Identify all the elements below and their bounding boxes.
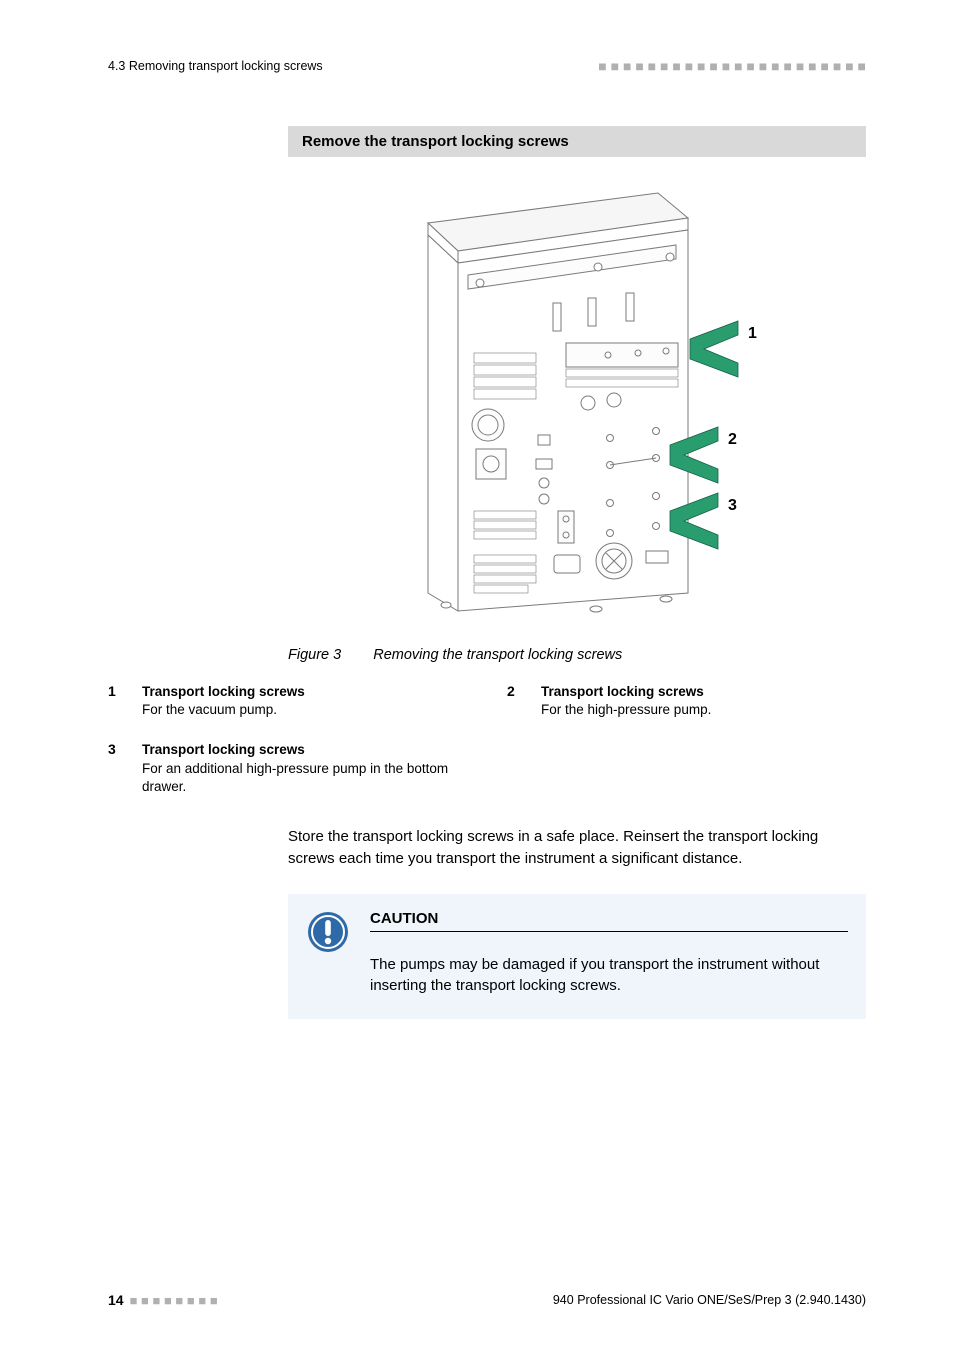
legend-title: Transport locking screws — [142, 683, 305, 701]
legend-item-3: 3 Transport locking screws For an additi… — [108, 741, 467, 796]
body-paragraph: Store the transport locking screws in a … — [288, 826, 866, 870]
figure-wrap: 1 2 3 — [288, 163, 848, 633]
caution-text: The pumps may be damaged if you transpor… — [370, 954, 848, 998]
legend-num: 1 — [108, 683, 124, 719]
arrow-1 — [690, 321, 738, 377]
legend-desc: For the vacuum pump. — [142, 701, 305, 719]
footer: 14 ■ ■ ■ ■ ■ ■ ■ ■ 940 Professional IC V… — [108, 1292, 866, 1308]
arrow-label-2: 2 — [728, 431, 737, 449]
header-row: 4.3 Removing transport locking screws ■ … — [108, 58, 866, 74]
legend-title: Transport locking screws — [541, 683, 711, 701]
figure-number: Figure 3 — [288, 647, 341, 663]
page: 4.3 Removing transport locking screws ■ … — [0, 0, 954, 1350]
caution-content: CAUTION The pumps may be damaged if you … — [370, 910, 848, 998]
legend-item-2: 2 Transport locking screws For the high-… — [507, 683, 866, 719]
legend-desc: For an additional high-pressure pump in … — [142, 760, 467, 796]
legend-body: Transport locking screws For the high-pr… — [541, 683, 711, 719]
legend-body: Transport locking screws For an addition… — [142, 741, 467, 796]
legend-title: Transport locking screws — [142, 741, 467, 759]
section-banner: Remove the transport locking screws — [288, 126, 866, 157]
caution-block: CAUTION The pumps may be damaged if you … — [288, 894, 866, 1020]
legend-num: 2 — [507, 683, 523, 719]
page-number: 14 — [108, 1292, 124, 1308]
legend-grid: 1 Transport locking screws For the vacuu… — [108, 683, 866, 796]
header-dashes: ■ ■ ■ ■ ■ ■ ■ ■ ■ ■ ■ ■ ■ ■ ■ ■ ■ ■ ■ ■ … — [598, 58, 866, 74]
header-section-ref: 4.3 Removing transport locking screws — [108, 59, 323, 73]
device-illustration — [388, 163, 748, 633]
arrow-label-3: 3 — [728, 497, 737, 515]
legend-body: Transport locking screws For the vacuum … — [142, 683, 305, 719]
legend-item-1: 1 Transport locking screws For the vacuu… — [108, 683, 467, 719]
footer-left: 14 ■ ■ ■ ■ ■ ■ ■ ■ — [108, 1292, 218, 1308]
caution-icon — [306, 910, 350, 959]
figure-caption: Figure 3 Removing the transport locking … — [288, 647, 866, 663]
figure-caption-text: Removing the transport locking screws — [373, 647, 622, 663]
footer-doc-ref: 940 Professional IC Vario ONE/SeS/Prep 3… — [553, 1293, 866, 1307]
caution-heading: CAUTION — [370, 910, 848, 932]
arrow-label-1: 1 — [748, 325, 757, 343]
legend-desc: For the high-pressure pump. — [541, 701, 711, 719]
legend-num: 3 — [108, 741, 124, 796]
footer-dashes: ■ ■ ■ ■ ■ ■ ■ ■ — [130, 1293, 218, 1308]
